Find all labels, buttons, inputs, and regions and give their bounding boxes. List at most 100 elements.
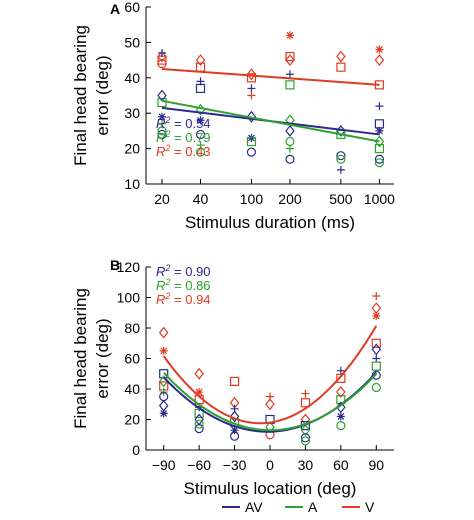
y-tick-label: 20: [124, 141, 140, 157]
y-tick-label: 40: [124, 381, 140, 397]
y-tick-label: 10: [124, 176, 140, 192]
data-point-v: [374, 54, 385, 67]
data-point-v: [371, 338, 381, 348]
data-point-v: [229, 376, 240, 386]
data-point-a: [285, 80, 295, 90]
r2-symbol: R: [156, 130, 165, 145]
fit-line-v: [162, 325, 378, 425]
r2-value: = 0.94: [170, 292, 210, 307]
r2-symbol: R: [156, 264, 165, 279]
legend: AV A V: [222, 499, 375, 515]
r2-symbol: R: [156, 144, 165, 159]
y-axis-title: Final head bearing error (deg): [71, 25, 112, 166]
data-point-av: [285, 70, 294, 79]
x-tick-label: 0: [266, 457, 274, 473]
data-point-v: [371, 302, 382, 315]
data-point-av: [246, 147, 257, 157]
data-point-a: [194, 419, 204, 429]
data-point-a: [371, 382, 381, 393]
x-tick-label: 60: [333, 457, 349, 473]
data-point-av: [196, 116, 205, 125]
r2-superscript: 2: [164, 129, 170, 139]
r2-label-av: R2 = 0.54: [156, 115, 211, 131]
data-point-av: [229, 431, 240, 441]
data-point-av: [374, 119, 385, 129]
y-tick-label: 100: [117, 290, 141, 306]
data-point-av: [336, 151, 346, 161]
data-points: [157, 31, 385, 174]
data-point-v: [285, 31, 294, 40]
data-point-a: [336, 154, 346, 164]
data-point-av: [371, 343, 382, 356]
r2-superscript: 2: [164, 115, 170, 125]
r2-superscript: 2: [164, 291, 170, 301]
data-point-av: [336, 412, 345, 421]
data-point-av: [229, 410, 240, 423]
r2-value: = 0.79: [170, 130, 210, 145]
y-axis-title-line: error (deg): [93, 55, 112, 135]
data-point-v: [157, 59, 167, 69]
x-tick-label: 100: [240, 191, 264, 207]
data-point-av: [157, 129, 167, 140]
data-point-v: [336, 373, 346, 383]
data-point-v: [285, 54, 295, 67]
data-point-av: [285, 124, 295, 137]
data-point-a: [157, 126, 167, 136]
r2-superscript: 2: [164, 263, 170, 273]
x-tick-label: 1000: [364, 191, 395, 207]
legend-label-a: A: [308, 499, 318, 515]
data-point-a: [374, 135, 385, 148]
data-point-a: [194, 408, 204, 418]
data-point-v: [336, 386, 346, 399]
r2-label-a: R2 = 0.86: [156, 277, 211, 293]
data-point-v: [195, 388, 204, 397]
r2-value: = 0.43: [170, 144, 210, 159]
data-point-av: [300, 433, 311, 443]
x-axis-title: Stimulus location (deg): [184, 479, 357, 498]
data-point-av: [230, 426, 239, 435]
data-point-av: [157, 49, 166, 58]
r2-label-av: R2 = 0.90: [156, 263, 211, 279]
y-tick-label: 30: [124, 105, 140, 121]
panel-label: A: [110, 1, 120, 17]
r2-label-v: R2 = 0.43: [156, 143, 211, 159]
data-point-av: [247, 84, 256, 93]
y-tick-label: 40: [124, 70, 140, 86]
x-tick-label: 20: [154, 191, 170, 207]
data-point-a: [300, 436, 311, 446]
data-point-v: [301, 389, 310, 398]
data-point-a: [157, 97, 167, 108]
y-tick-label: 0: [132, 442, 140, 458]
r2-symbol: R: [156, 278, 165, 293]
data-point-a: [374, 144, 385, 154]
x-tick-label: −90: [152, 457, 176, 473]
data-point-a: [285, 144, 294, 153]
x-tick-label: 90: [368, 457, 384, 473]
x-axis-title: Stimulus duration (ms): [185, 213, 355, 232]
data-point-v: [265, 398, 275, 411]
data-point-a: [336, 421, 346, 431]
r2-value: = 0.54: [170, 116, 210, 131]
fit-line-a: [162, 372, 378, 432]
y-tick-label: 20: [124, 412, 140, 428]
r2-symbol: R: [156, 292, 165, 307]
y-axis-title-line: Final head bearing: [71, 25, 90, 166]
data-point-v: [372, 311, 381, 320]
fit-line-a: [161, 99, 380, 143]
data-point-av: [195, 83, 206, 94]
x-tick-label: 40: [193, 191, 209, 207]
x-tick-label: 500: [329, 191, 353, 207]
r2-value: = 0.86: [170, 278, 210, 293]
data-point-v: [246, 73, 257, 83]
data-point-v: [372, 291, 381, 300]
data-point-v: [158, 326, 169, 339]
data-point-av: [157, 112, 166, 121]
y-axis-title: Final head bearing error (deg): [71, 288, 112, 429]
data-point-v: [247, 91, 256, 100]
data-point-a: [195, 147, 206, 157]
data-point-a: [371, 361, 381, 371]
x-tick-label: 200: [278, 191, 302, 207]
data-point-v: [375, 45, 384, 54]
